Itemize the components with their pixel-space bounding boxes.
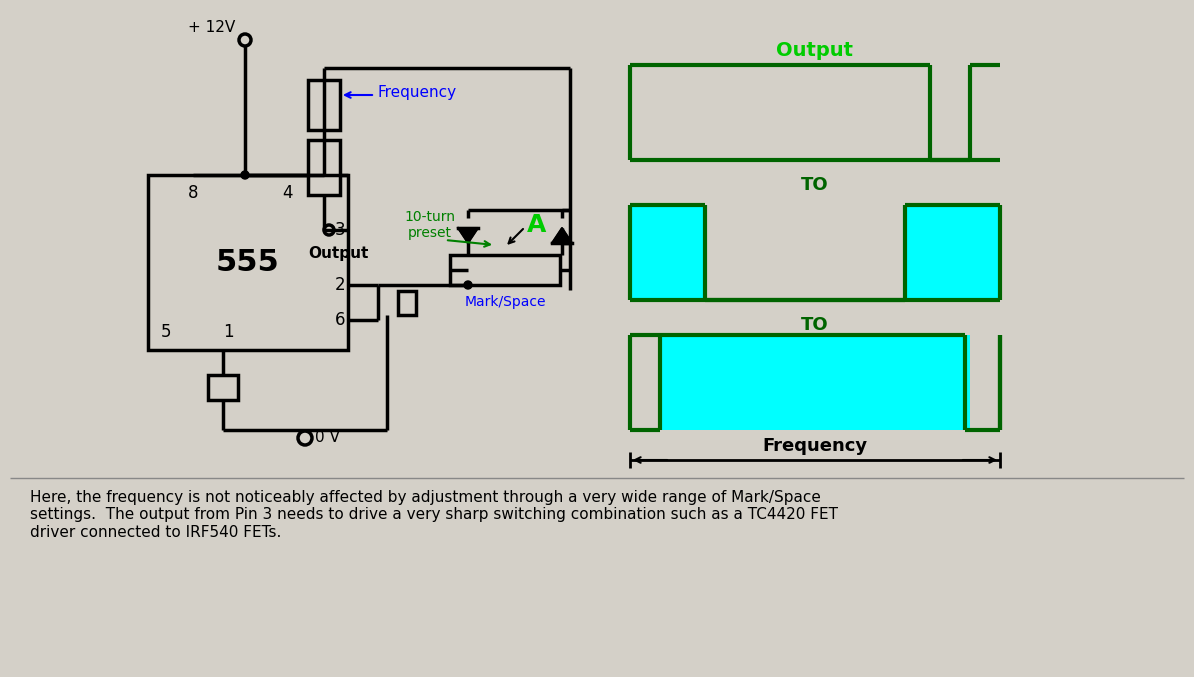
Bar [308, 80, 340, 130]
Circle shape [298, 431, 312, 445]
Bar [148, 175, 347, 350]
Circle shape [324, 225, 334, 235]
Text: 6: 6 [334, 311, 345, 329]
Text: 1: 1 [223, 323, 233, 341]
Bar [660, 335, 970, 430]
Bar [398, 290, 416, 315]
Text: 8: 8 [187, 184, 198, 202]
Text: Here, the frequency is not noticeably affected by adjustment through a very wide: Here, the frequency is not noticeably af… [30, 490, 838, 540]
Circle shape [239, 34, 251, 46]
Text: 10-turn
preset: 10-turn preset [405, 210, 455, 240]
Text: 5: 5 [161, 323, 171, 341]
Text: 4: 4 [283, 184, 294, 202]
Circle shape [464, 281, 472, 289]
Polygon shape [552, 228, 572, 243]
Text: 2: 2 [334, 276, 345, 294]
Polygon shape [458, 228, 478, 243]
Bar [308, 140, 340, 195]
Bar [450, 255, 560, 285]
Text: + 12V: + 12V [187, 20, 235, 35]
Text: Output: Output [308, 246, 368, 261]
Circle shape [241, 171, 250, 179]
Text: 0 V: 0 V [315, 431, 340, 445]
Text: A: A [527, 213, 547, 237]
Text: 3: 3 [334, 221, 345, 239]
Bar [630, 205, 704, 300]
Text: Frequency: Frequency [763, 437, 868, 455]
Bar [208, 375, 238, 400]
Text: TO: TO [801, 176, 829, 194]
Bar [905, 205, 1001, 300]
Text: Mark/Space: Mark/Space [464, 295, 546, 309]
Text: Output: Output [776, 41, 854, 60]
Text: 555: 555 [216, 248, 279, 277]
Text: Frequency: Frequency [378, 85, 457, 100]
Text: TO: TO [801, 316, 829, 334]
